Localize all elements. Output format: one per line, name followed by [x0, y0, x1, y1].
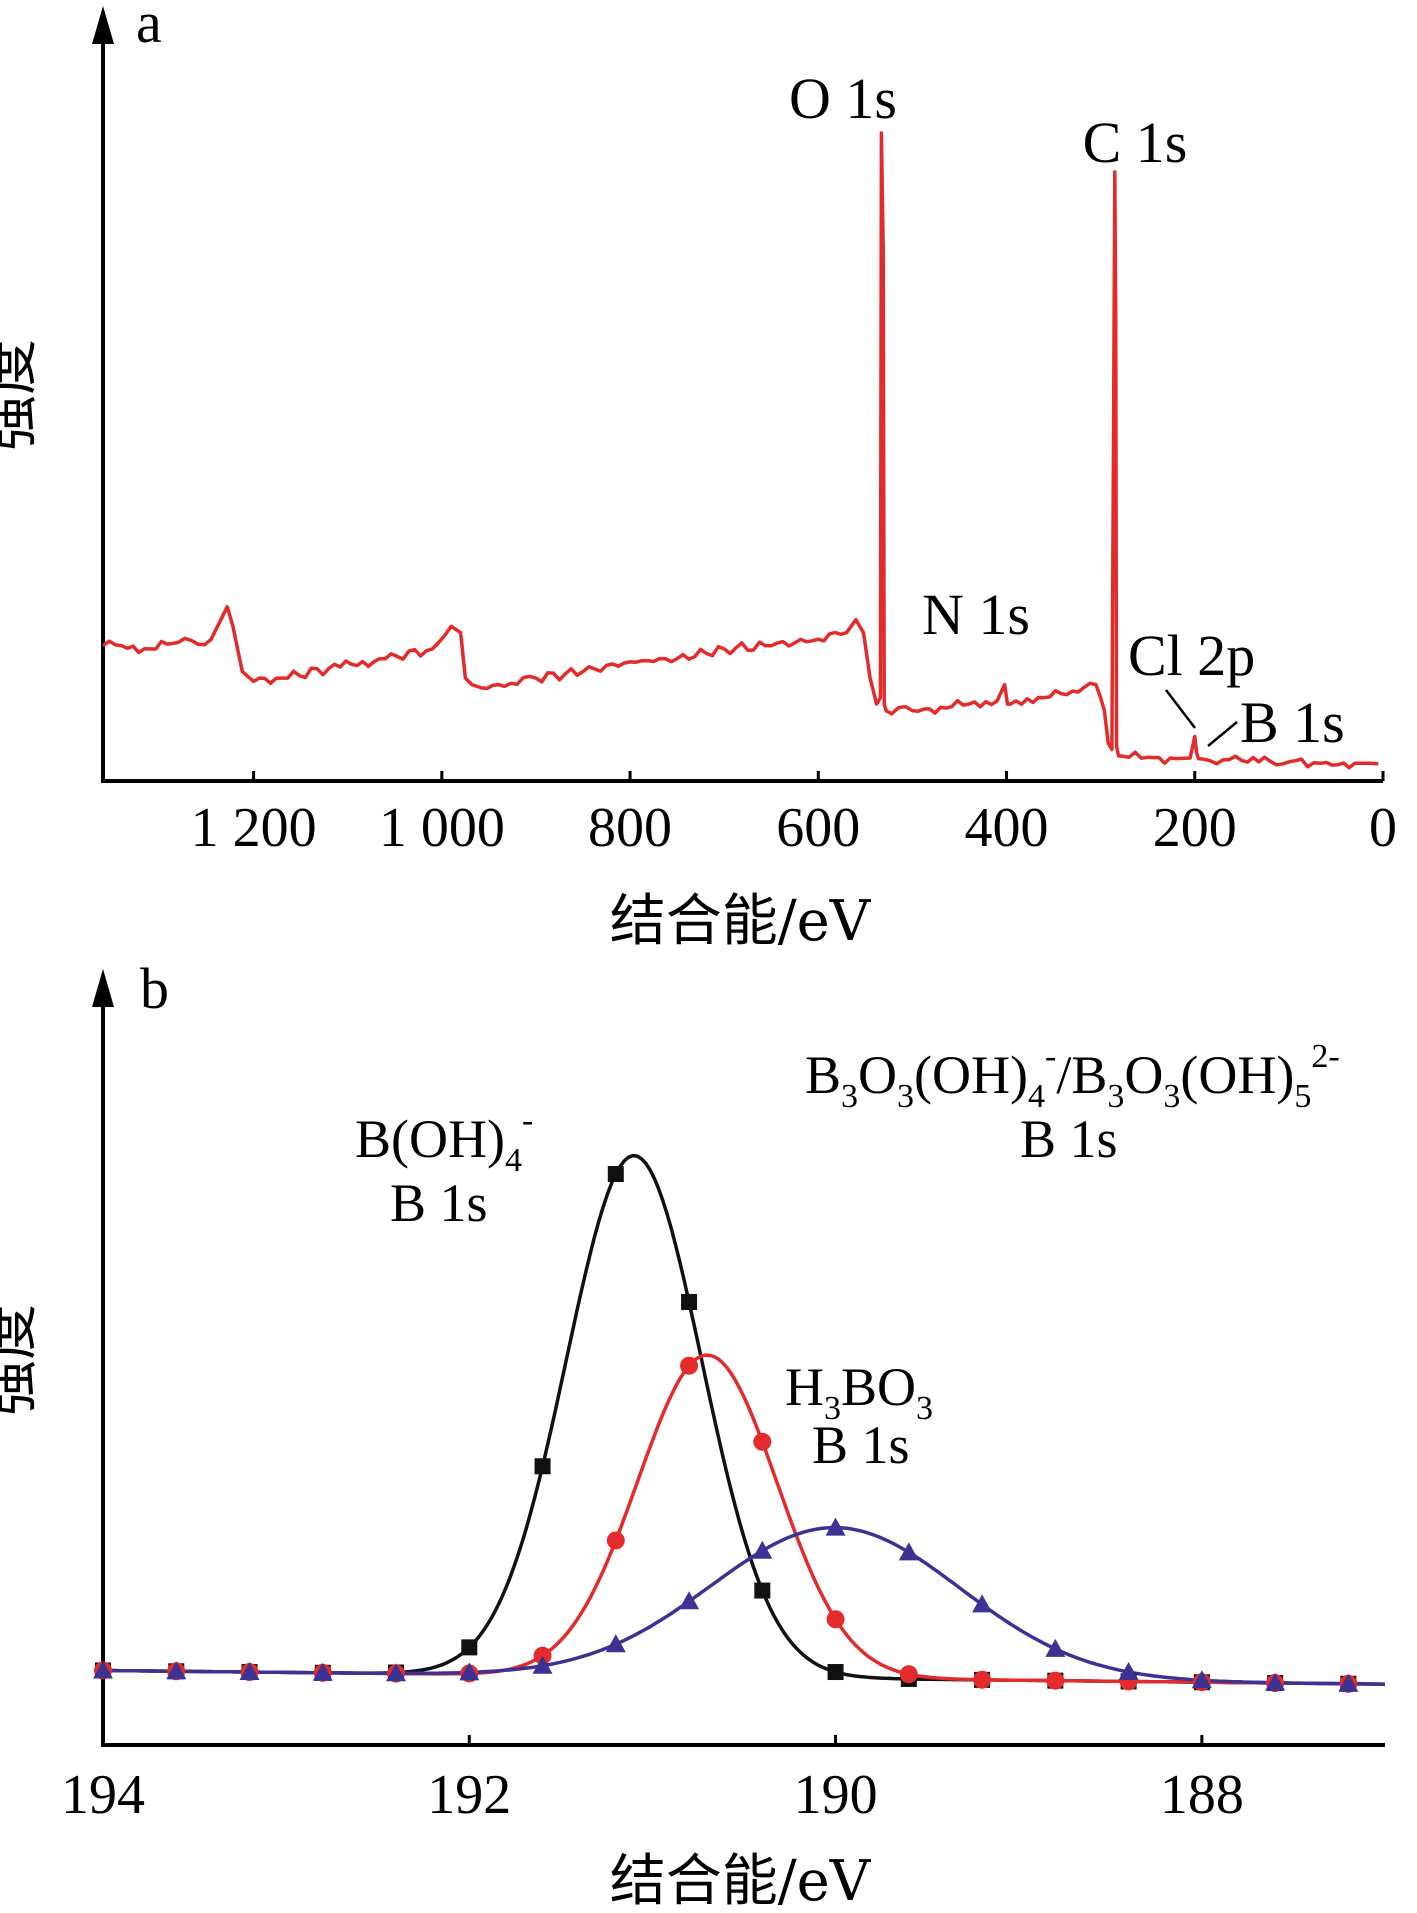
marker-square — [681, 1293, 698, 1310]
panel-a-survey-spectrum — [101, 131, 1379, 770]
panel-a-y-axis-label: 强度 — [0, 339, 44, 451]
poly-sub3b: 3 — [897, 1078, 914, 1115]
panel-b-chart: 194 192 190 188 b 强度 结合能/eV B(OH)4- B 1s H3… — [0, 956, 1386, 1913]
poly-sub5: 5 — [1294, 1078, 1311, 1115]
panel-a-x-tick-label: 1 000 — [379, 797, 505, 859]
marker-triangle — [166, 1661, 187, 1680]
label-h3bo3: H3BO3 — [785, 1357, 933, 1427]
marker-circle — [680, 1356, 699, 1375]
poly-oh2: (OH) — [1180, 1045, 1294, 1105]
panel-a-x-tick-label: 400 — [965, 797, 1049, 859]
label-polyborate: B3O3(OH)4-/B3O3(OH)52- — [805, 1038, 1340, 1115]
panel-a-x-tick-label: 200 — [1153, 797, 1237, 859]
annotation-n1s: N 1s — [922, 582, 1030, 647]
panel-b-x-tick-labels: 194 192 190 188 — [61, 1764, 1244, 1826]
label-boh4-sub: 4 — [505, 1142, 522, 1179]
marker-triangle — [312, 1662, 333, 1681]
marker-triangle — [1338, 1673, 1359, 1692]
marker-square — [754, 1582, 771, 1599]
panel-b-x-tick-label: 192 — [427, 1764, 511, 1826]
panel-b-series-line-triangle — [103, 1525, 1386, 1686]
marker-triangle — [972, 1594, 993, 1613]
cl2p-leader-line — [1165, 689, 1196, 729]
marker-circle — [973, 1670, 992, 1689]
label-boh4-b1s: B 1s — [390, 1173, 488, 1233]
poly-sub4: 4 — [1028, 1078, 1045, 1115]
poly-sub3c: 3 — [1107, 1078, 1124, 1115]
poly-slash-b: /B — [1056, 1045, 1107, 1105]
panel-b-series-line-square — [103, 1153, 1386, 1686]
panel-a-letter: a — [136, 0, 162, 55]
marker-triangle — [898, 1542, 919, 1561]
marker-square — [461, 1639, 478, 1656]
label-boh4-main: B(OH) — [355, 1109, 505, 1169]
annotation-c1s: C 1s — [1083, 110, 1188, 175]
label-h3bo3-sub2: 3 — [916, 1390, 933, 1427]
panel-a-x-tick-labels: 1 200 1 000 800 600 400 200 0 — [191, 797, 1397, 859]
marker-triangle — [825, 1517, 846, 1536]
marker-triangle — [239, 1662, 260, 1681]
panel-b-x-axis-label: 结合能/eV — [610, 1849, 872, 1913]
marker-triangle — [386, 1663, 407, 1682]
marker-circle — [533, 1646, 552, 1665]
label-boh4: B(OH)4- — [355, 1102, 533, 1179]
marker-triangle — [1265, 1672, 1286, 1691]
label-h3bo3-b1s: B 1s — [812, 1415, 910, 1475]
panel-b-x-ticks — [101, 1735, 1204, 1745]
marker-circle — [826, 1610, 845, 1629]
marker-triangle — [1118, 1661, 1139, 1680]
label-h3bo3-h: H — [785, 1357, 824, 1417]
poly-oh: (OH) — [914, 1045, 1028, 1105]
poly-sup-minus: - — [1045, 1038, 1056, 1075]
marker-circle — [606, 1531, 625, 1550]
panel-a-chart: 1 200 1 000 800 600 400 200 0 a 强度 结合能/eV O 1s… — [0, 0, 1397, 954]
panel-a-x-tick-label: 0 — [1369, 797, 1397, 859]
marker-square — [827, 1664, 844, 1681]
poly-sub3d: 3 — [1163, 1078, 1180, 1115]
marker-triangle — [752, 1540, 773, 1559]
annotation-b1s: B 1s — [1240, 690, 1345, 755]
marker-triangle — [1191, 1670, 1212, 1689]
annotation-cl2p: Cl 2p — [1128, 623, 1255, 688]
panel-a-x-tick-label: 1 200 — [191, 797, 317, 859]
marker-circle — [753, 1432, 772, 1451]
panel-b-x-tick-label: 194 — [61, 1764, 145, 1826]
panel-a-x-tick-label: 800 — [588, 797, 672, 859]
panel-a-x-ticks — [252, 771, 1385, 781]
marker-circle — [899, 1665, 918, 1684]
poly-sub3a: 3 — [841, 1078, 858, 1115]
poly-o: O — [858, 1045, 897, 1105]
label-polyborate-b1s: B 1s — [1020, 1109, 1118, 1169]
panel-b-series-line-circle — [103, 1353, 1386, 1686]
poly-sup-2minus: 2- — [1311, 1038, 1339, 1075]
marker-triangle — [605, 1634, 626, 1653]
marker-triangle — [93, 1660, 113, 1679]
poly-o2: O — [1124, 1045, 1163, 1105]
marker-square — [534, 1458, 551, 1475]
panel-a-y-axis-arrow — [92, 6, 114, 44]
panel-b-y-axis-label: 强度 — [0, 1304, 44, 1416]
label-boh4-sup: - — [522, 1102, 533, 1139]
annotation-o1s: O 1s — [789, 66, 897, 131]
label-h3bo3-sub1: 3 — [824, 1390, 841, 1427]
marker-square — [607, 1166, 624, 1183]
panel-b-x-tick-label: 190 — [794, 1764, 878, 1826]
marker-triangle — [532, 1655, 553, 1674]
panel-b-letter: b — [140, 956, 169, 1021]
panel-b-y-axis-arrow — [92, 969, 114, 1007]
panel-b-x-tick-label: 188 — [1160, 1764, 1244, 1826]
panel-b-series — [93, 1153, 1386, 1693]
label-h3bo3-bo: BO — [841, 1357, 916, 1417]
marker-triangle — [679, 1591, 700, 1610]
panel-a-x-axis-label: 结合能/eV — [610, 889, 872, 954]
marker-triangle — [1045, 1638, 1066, 1657]
panel-a-x-tick-label: 600 — [776, 797, 860, 859]
poly-b: B — [805, 1045, 841, 1105]
marker-circle — [1046, 1671, 1065, 1690]
marker-triangle — [459, 1662, 480, 1681]
b1s-leader-line — [1207, 721, 1238, 747]
